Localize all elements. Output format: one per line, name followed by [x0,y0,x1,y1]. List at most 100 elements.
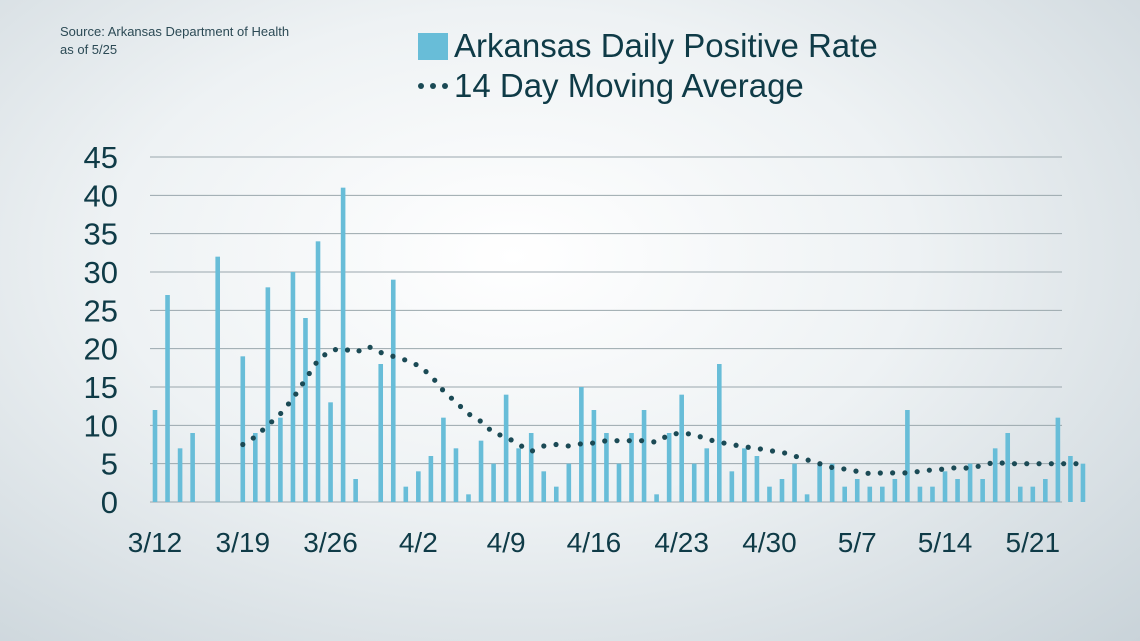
bar [654,494,659,502]
moving-average-point [673,431,679,437]
x-tick-label: 3/26 [303,527,358,558]
bar [466,494,471,502]
bar [691,463,697,502]
bar [666,433,672,502]
moving-average-point [709,437,715,444]
moving-average-point [841,466,847,472]
y-tick-label: 0 [101,485,118,520]
bar [165,295,170,502]
moving-average-point [902,470,908,476]
bar [717,364,722,502]
moving-average-point [662,434,668,440]
moving-average-point [541,443,547,449]
moving-average-point [577,441,583,447]
bar [917,486,923,502]
bar [817,463,822,502]
moving-average-point [497,432,503,438]
moving-average-point [745,444,751,450]
bar [1005,433,1011,502]
x-tick-label: 4/23 [654,527,709,558]
x-tick-label: 4/2 [399,527,438,558]
moving-average-point [626,438,632,444]
source-note: Source: Arkansas Department of Health as… [60,23,289,59]
moving-average-point [423,369,429,375]
bar [629,433,634,502]
bar [1030,486,1036,502]
moving-average-point [1048,461,1054,467]
bar [403,486,409,502]
bar [265,287,271,502]
moving-average-point [890,470,896,476]
bar [240,356,246,502]
moving-average-point [293,391,299,397]
moving-average-point [951,465,957,471]
moving-average-point [963,465,969,471]
moving-average-point [1024,461,1030,467]
bar [503,394,509,502]
y-tick-label: 45 [84,140,118,175]
bar [491,463,496,502]
moving-average-point [614,438,620,444]
bar [867,486,873,502]
moving-average-point [299,381,306,387]
moving-average-point [413,361,419,368]
moving-average-point [926,467,932,473]
y-tick-label: 10 [84,408,118,443]
moving-average-point [508,437,514,443]
bar [190,433,195,502]
bar [478,440,484,502]
bar [992,448,998,502]
bar [278,417,283,502]
legend-label-daily-rate: Arkansas Daily Positive Rate [454,27,878,64]
moving-average-point [1073,461,1079,467]
bar [328,402,333,502]
moving-average-point [733,442,739,448]
x-tick-label: 4/9 [487,527,526,558]
bar [679,394,684,502]
moving-average-point [378,350,384,356]
moving-average-point [939,466,945,472]
source-line: Source: Arkansas Department of Health [60,24,290,39]
moving-average-point [356,348,362,354]
bar [980,479,985,502]
bar [792,463,797,502]
bar [1043,479,1048,502]
x-tick-label: 4/16 [567,527,622,558]
moving-average-point [721,440,727,446]
moving-average-point [757,446,763,452]
bar [315,241,321,503]
moving-average-point [999,460,1005,466]
bar [428,456,434,502]
bar [390,279,396,502]
source-date: as of 5/25 [60,42,118,57]
legend-item-daily-rate: Arkansas Daily Positive Rate [418,26,878,66]
moving-average-point [313,360,319,366]
bar [729,471,735,502]
moving-average-point [269,419,275,425]
moving-average-point [457,403,464,410]
bar [152,410,158,502]
bar [340,187,346,502]
moving-average-point [432,377,438,383]
moving-average-point [467,411,473,418]
y-tick-label: 20 [84,332,118,367]
bar [704,448,710,502]
bar [1017,486,1023,502]
bar [880,486,885,502]
moving-average-point [914,469,920,475]
chart-legend: Arkansas Daily Positive Rate 14 Day Movi… [418,26,878,106]
bar [441,417,446,502]
y-tick-label: 35 [84,217,118,252]
moving-average-point [987,460,993,466]
bar [353,479,358,502]
bar [416,471,421,502]
moving-average-point [260,427,266,433]
moving-average-point [685,431,691,437]
moving-average-point [1061,461,1067,467]
bar [742,448,747,502]
moving-average-point [1036,461,1042,467]
x-tick-label: 3/12 [128,527,183,558]
bar [378,364,384,502]
